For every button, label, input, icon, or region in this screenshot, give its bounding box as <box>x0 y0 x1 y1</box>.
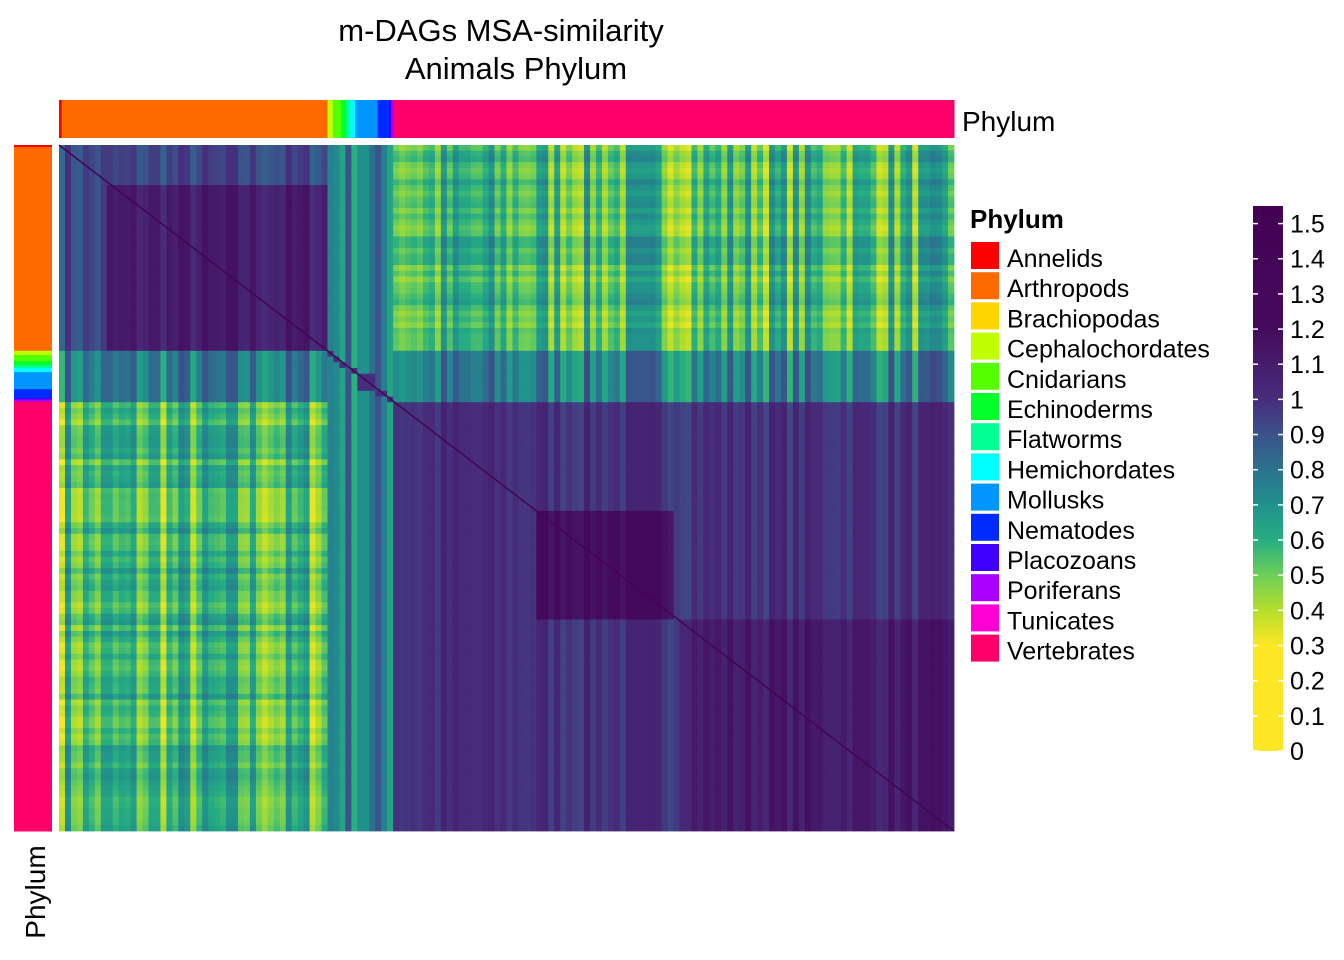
legend-swatch-brachiopodas <box>971 302 999 330</box>
colorbar-tick-label: 1.4 <box>1290 246 1325 274</box>
colorbar-tick-label: 0 <box>1290 738 1304 766</box>
colorbar-tick-label: 0.8 <box>1290 457 1325 485</box>
top-annotation-poriferans <box>391 100 395 138</box>
top-annotation-label: Phylum <box>962 106 1055 137</box>
colorbar-tick-label: 1.5 <box>1290 211 1325 239</box>
colorbar-tick-label: 1.3 <box>1290 281 1325 309</box>
legend-label-cephalochordates: Cephalochordates <box>1007 336 1210 364</box>
legend-swatch-poriferans <box>971 574 999 602</box>
left-phylum-annotation-bar <box>14 145 52 832</box>
legend-label-cnidarians: Cnidarians <box>1007 366 1127 394</box>
chart-title-line-2: Animals Phylum <box>405 51 627 86</box>
top-annotation-cnidarians <box>332 100 342 138</box>
legend-swatch-cnidarians <box>971 362 999 390</box>
left-annotation-echinoderms <box>14 361 52 366</box>
legend-swatch-mollusks <box>971 483 999 511</box>
left-annotation-arthropods <box>14 147 52 352</box>
legend-swatch-nematodes <box>971 513 999 541</box>
legend-swatch-tunicates <box>971 604 999 632</box>
top-annotation-cephalochordates <box>327 100 334 138</box>
colorbar-tick-label: 0.3 <box>1290 633 1325 661</box>
top-annotation-annelids <box>59 100 63 138</box>
legend-label-flatworms: Flatworms <box>1007 426 1122 454</box>
top-annotation-arthropods <box>61 100 329 138</box>
legend-label-annelids: Annelids <box>1007 245 1103 273</box>
chart-title-line-1: m-DAGs MSA-similarity <box>338 13 664 48</box>
left-annotation-vertebrates <box>14 401 52 832</box>
legend-label-vertebrates: Vertebrates <box>1007 638 1135 666</box>
top-annotation-vertebrates <box>393 100 955 138</box>
legend-swatch-cephalochordates <box>971 332 999 360</box>
left-annotation-mollusks <box>14 372 52 390</box>
left-annotation-label: Phylum <box>20 845 51 938</box>
colorbar-tick-label: 0.6 <box>1290 527 1325 555</box>
left-annotation-hemichordates <box>14 367 52 373</box>
legend-label-tunicates: Tunicates <box>1007 607 1114 635</box>
legend-swatch-vertebrates <box>971 634 999 662</box>
legend-swatch-arthropods <box>971 272 999 300</box>
legend-swatch-hemichordates <box>971 453 999 481</box>
legend-label-placozoans: Placozoans <box>1007 547 1136 575</box>
top-annotation-hemichordates <box>349 100 356 138</box>
diagonal <box>58 144 955 832</box>
colorbar-tick-label: 1.2 <box>1290 316 1325 344</box>
colorbar-tick-label: 0.7 <box>1290 492 1325 520</box>
left-annotation-placozoans <box>14 398 52 401</box>
top-annotation-echinoderms <box>340 100 347 138</box>
legend-swatch-echinoderms <box>971 393 999 420</box>
left-annotation-cnidarians <box>14 354 52 362</box>
legend-label-poriferans: Poriferans <box>1007 577 1121 605</box>
legend-label-mollusks: Mollusks <box>1007 487 1104 515</box>
left-annotation-flatworms <box>14 365 52 369</box>
colorbar-tick-label: 0.9 <box>1290 422 1325 450</box>
colorbar-tick-label: 0.2 <box>1290 668 1325 696</box>
legend-swatch-flatworms <box>971 423 999 451</box>
legend-label-nematodes: Nematodes <box>1007 517 1135 545</box>
legend-label-arthropods: Arthropods <box>1007 275 1129 303</box>
top-annotation-placozoans <box>389 100 392 138</box>
top-annotation-flatworms <box>346 100 351 138</box>
legend-label-hemichordates: Hemichordates <box>1007 456 1175 484</box>
colorbar-tick-label: 0.5 <box>1290 562 1325 590</box>
colorbar-tick-label: 1 <box>1290 386 1304 414</box>
colorbar-tick-label: 1.1 <box>1290 351 1325 379</box>
top-phylum-annotation-bar <box>59 100 955 138</box>
left-annotation-poriferans <box>14 399 52 403</box>
left-annotation-annelids <box>14 145 52 148</box>
colorbar-tick-label: 0.4 <box>1290 597 1325 625</box>
top-annotation-mollusks <box>355 100 379 138</box>
left-annotation-cephalochordates <box>14 350 52 356</box>
colorbar-tick-label: 0.1 <box>1290 703 1325 731</box>
legend-title: Phylum <box>970 204 1064 234</box>
legend-swatch-placozoans <box>971 544 999 571</box>
left-annotation-nematodes <box>14 389 52 399</box>
legend-label-brachiopodas: Brachiopodas <box>1007 305 1160 333</box>
value-colorbar: 1.5 1.4 1.3 1.2 1.1 1 0.9 0.8 0.7 0.6 0.5 0.4 0.3 0.2… <box>1253 206 1325 766</box>
legend-swatch-annelids <box>971 242 999 269</box>
heatmap-matrix <box>58 144 955 832</box>
legend-label-echinoderms: Echinoderms <box>1007 396 1153 424</box>
top-annotation-nematodes <box>377 100 390 138</box>
